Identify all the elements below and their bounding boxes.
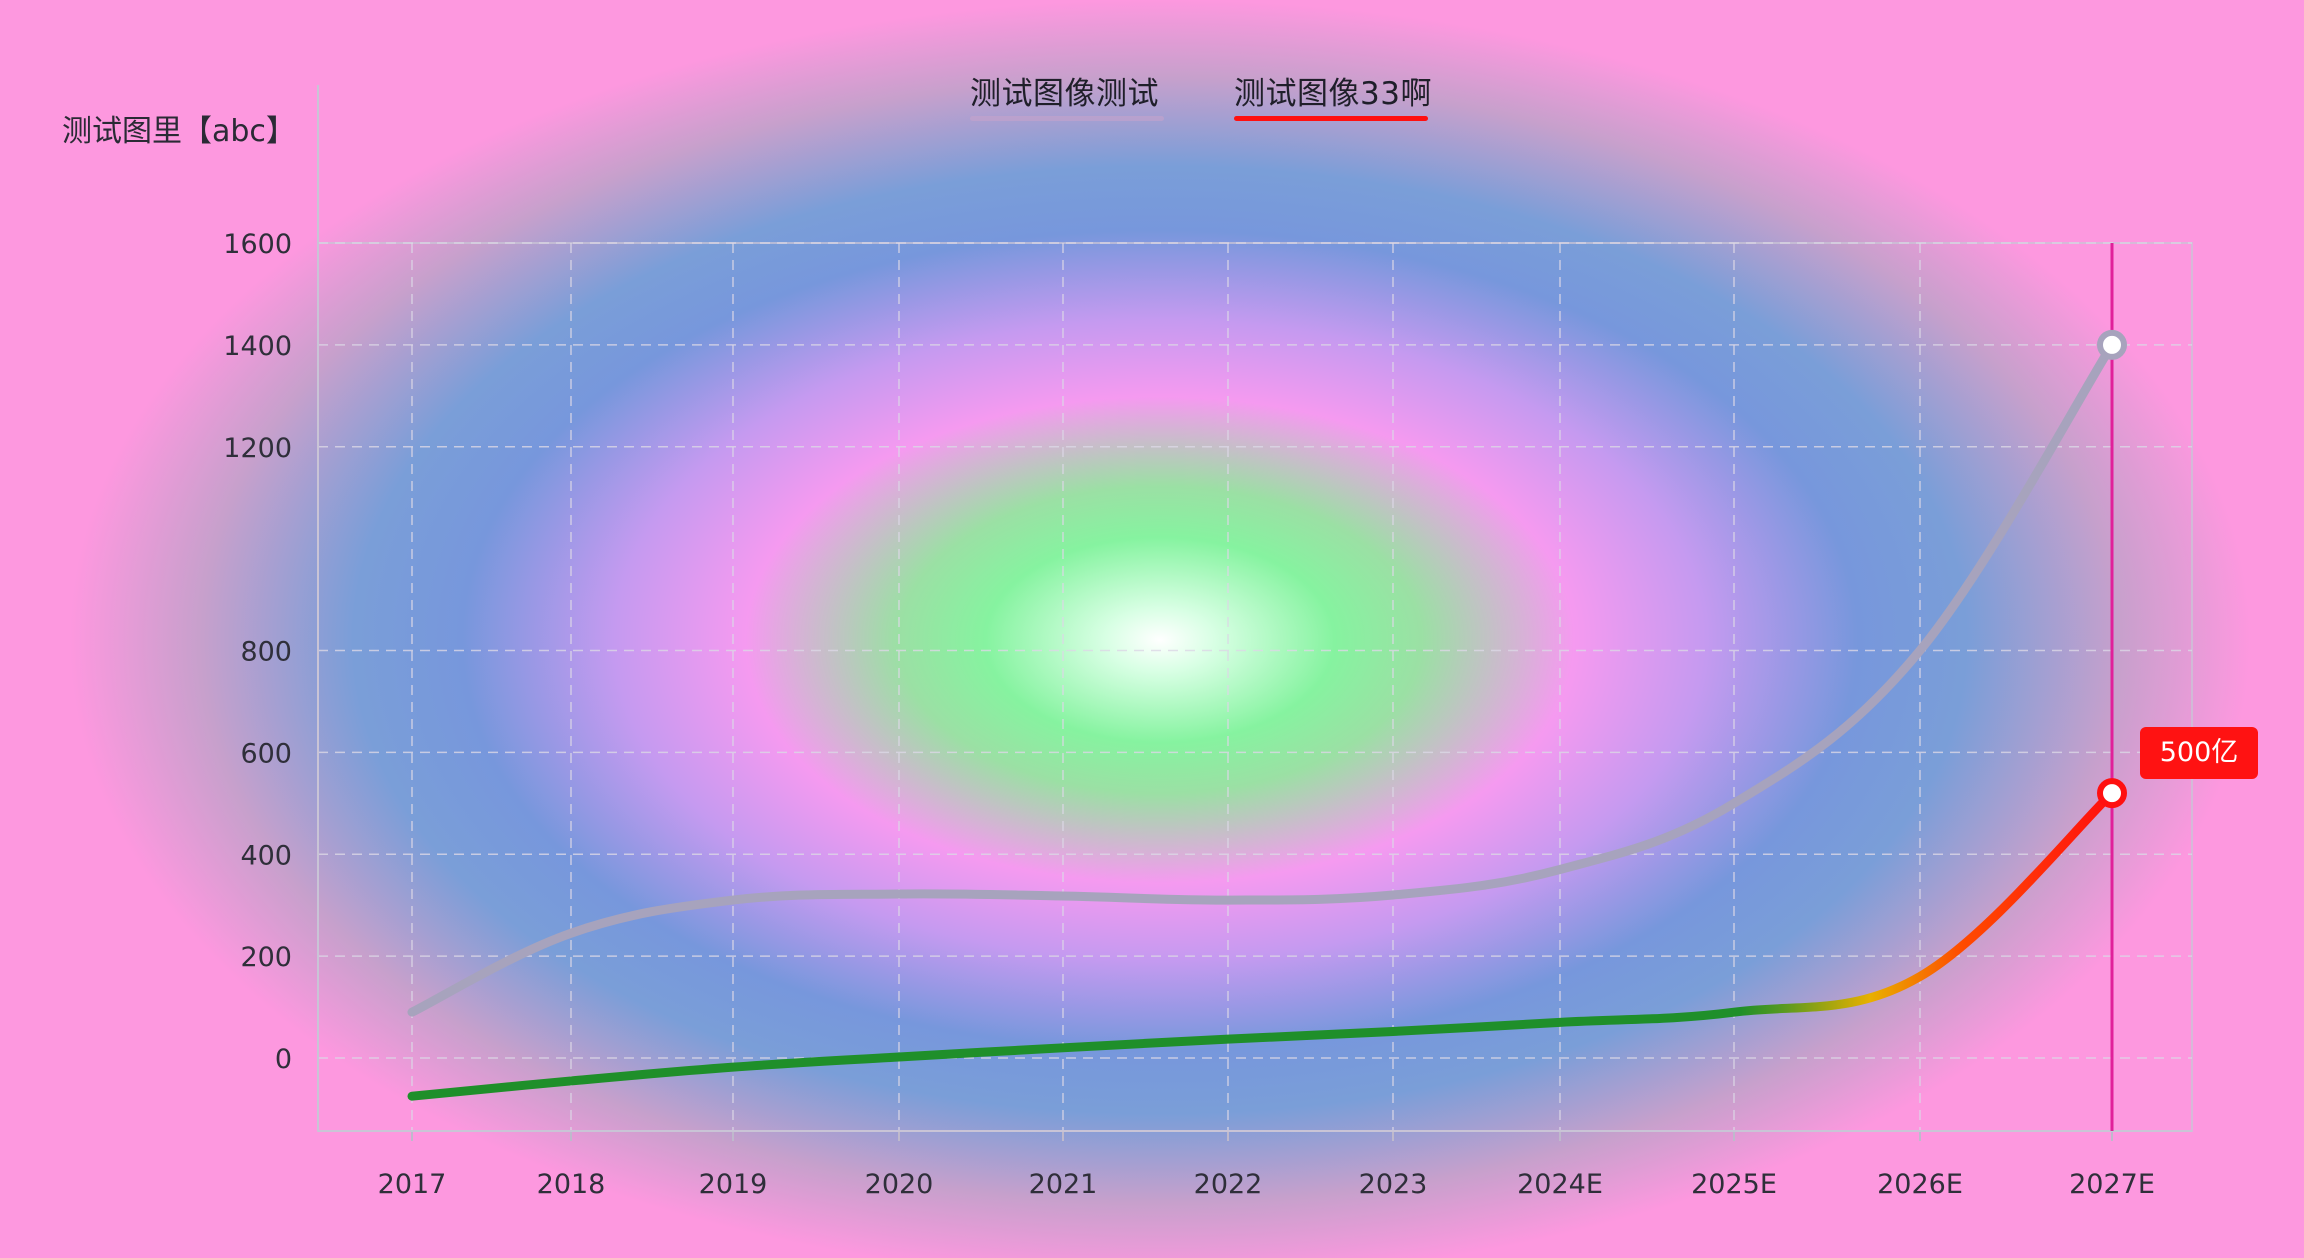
x-tick-label: 2026E: [1877, 1169, 1963, 1200]
value-tooltip: 500亿: [2140, 727, 2258, 779]
y-tick-label: 200: [240, 942, 292, 973]
x-tick-label: 2022: [1194, 1169, 1263, 1200]
legend-underline-series-2: [1234, 116, 1428, 121]
series-line-1: [407, 340, 2117, 1017]
axes: 0 200 400 600 800 1200 1400 1600 2017 2018 2019 202…: [223, 85, 2192, 1200]
data-point-highlight: [2097, 778, 2127, 809]
series-lines: [407, 340, 2117, 1101]
x-tick-label: 2023: [1359, 1169, 1428, 1200]
legend-underline-series-1: [970, 116, 1164, 121]
y-tick-label: 1600: [223, 229, 292, 260]
y-tick-label: 800: [240, 637, 292, 668]
y-tick-label: 600: [240, 738, 292, 769]
grid: [317, 242, 2193, 1132]
data-point-highlight: [2097, 329, 2127, 360]
y-axis-label: 测试图里【abc】: [62, 114, 296, 149]
x-tick-label: 2017: [378, 1169, 447, 1200]
x-tick-label: 2027E: [2069, 1169, 2155, 1200]
x-tick-label: 2024E: [1517, 1169, 1603, 1200]
x-tick-label: 2020: [865, 1169, 934, 1200]
markers: [2097, 329, 2127, 809]
legend-item-series-2[interactable]: 测试图像33啊: [1234, 76, 1432, 112]
y-tick-label: 1200: [223, 433, 292, 464]
series-line-2: [407, 788, 2117, 1101]
x-tick-label: 2019: [699, 1169, 768, 1200]
y-tick-label: 0: [275, 1044, 292, 1075]
x-tick-label: 2021: [1029, 1169, 1098, 1200]
x-tick-label: 2025E: [1691, 1169, 1777, 1200]
y-tick-label: 400: [240, 840, 292, 871]
x-tick-label: 2018: [537, 1169, 606, 1200]
y-tick-label: 1400: [223, 331, 292, 362]
legend-item-series-1[interactable]: 测试图像测试: [970, 76, 1159, 112]
plot-frame: [317, 242, 2193, 1132]
